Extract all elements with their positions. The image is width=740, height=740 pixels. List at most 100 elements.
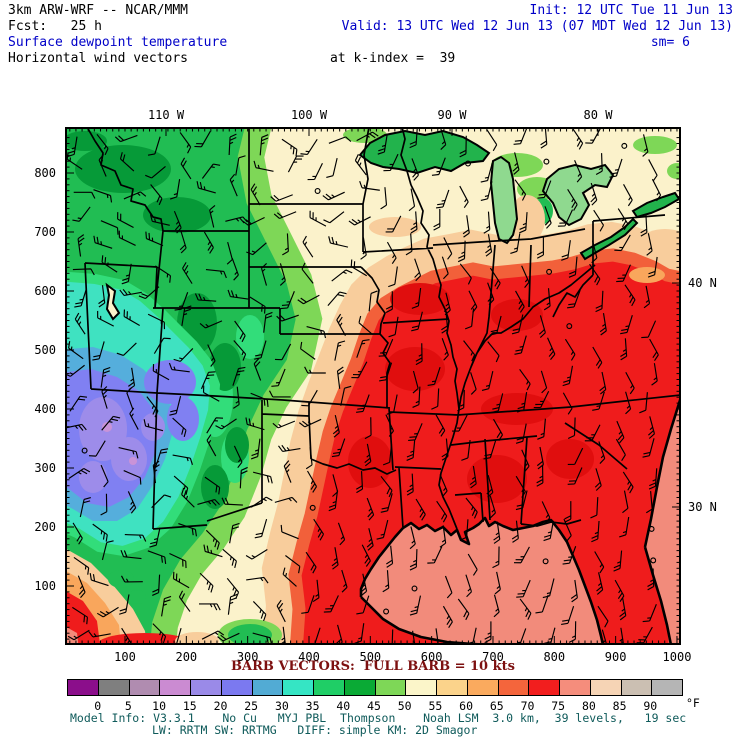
wind-barb [152, 460, 160, 484]
wind-barb [280, 524, 299, 540]
wind-barb [179, 230, 187, 254]
wind-barb [359, 180, 380, 191]
colorbar-segment [406, 680, 437, 695]
wind-barb [73, 556, 90, 575]
wind-barb [414, 258, 422, 282]
wind-barb [360, 237, 367, 260]
wind-barb [201, 630, 225, 640]
barb-legend: BARB VECTORS: FULL BARB = 10 kts [231, 659, 515, 674]
wind-barb [326, 158, 338, 178]
wind-barb [642, 604, 657, 623]
wind-barb [543, 627, 556, 645]
wind-barb [285, 555, 301, 574]
wind-barb [260, 263, 268, 286]
init-time: Init: 12 UTC Tue 11 Jun 13 [529, 3, 734, 18]
colorbar-tick-label: 20 [213, 699, 228, 713]
x-axis-tick-label: 900 [604, 650, 627, 664]
wind-barb [66, 152, 83, 170]
map-panel [65, 127, 681, 645]
wind-barb [72, 606, 89, 625]
wind-barb [382, 570, 390, 593]
wind-barb [323, 211, 345, 224]
wind-barb [145, 165, 166, 179]
wind-barb [591, 520, 600, 543]
wind-barb [197, 498, 220, 506]
colorbar-tick-label: 15 [182, 699, 197, 713]
wind-barb [514, 335, 527, 355]
wind-barb [152, 364, 170, 381]
wind-barb [492, 546, 500, 569]
wind-barb [228, 133, 237, 156]
wind-barb [250, 496, 273, 508]
colorbar-tick-label: 60 [459, 699, 474, 713]
wind-barb [540, 370, 548, 394]
wind-barb [408, 423, 423, 441]
wind-barb [336, 366, 345, 389]
wind-barb [385, 291, 393, 314]
wind-barb [119, 594, 130, 615]
wind-barb [278, 444, 301, 452]
wind-barb [562, 365, 574, 387]
wind-barb [282, 567, 297, 587]
wind-barb [332, 415, 340, 438]
wind-barb [590, 497, 599, 519]
wind-barb [215, 418, 237, 430]
wind-barb [205, 529, 220, 550]
colorbar-tick-label: 30 [274, 699, 289, 713]
wind-barb [364, 417, 372, 440]
wind-barb [595, 153, 603, 176]
wind-barb [147, 136, 161, 156]
x-axis-tick-label: 1000 [662, 650, 692, 664]
wind-barb [491, 393, 504, 413]
wind-barb [615, 438, 626, 461]
wind-barb [181, 487, 195, 508]
wind-barb [203, 231, 214, 254]
wind-barb [297, 294, 320, 305]
colorbar-segment [529, 680, 560, 695]
wind-barb [356, 394, 370, 413]
colorbar-segment [467, 680, 499, 695]
colorbar-tick-label: 65 [489, 699, 504, 713]
wind-barb [543, 288, 551, 311]
wind-barb [386, 241, 397, 264]
wind-barb [616, 264, 631, 283]
wind-barb [463, 340, 476, 362]
wind-barb [72, 268, 95, 276]
wind-barb [77, 575, 86, 599]
wind-barb [570, 579, 578, 603]
wind-barb [217, 632, 240, 642]
colorbar-segment [590, 680, 622, 695]
wind-barb [480, 181, 493, 201]
wind-barb [301, 262, 314, 284]
model-info-line1: Model Info: V3.3.1 No Cu MYJ PBL Thompso… [70, 711, 687, 725]
wind-barb [646, 233, 653, 256]
wind-barb [567, 188, 578, 211]
wind-barb [519, 598, 532, 620]
smoothing-label: sm= 6 [650, 35, 690, 50]
x-axis-tick-label: 400 [298, 650, 320, 664]
wind-barb [536, 464, 544, 487]
wind-barb [415, 343, 423, 366]
wind-barb [270, 194, 293, 202]
wind-barb [313, 518, 325, 541]
wind-barb [307, 470, 317, 493]
wind-barb [585, 127, 602, 144]
wind-barb [563, 518, 572, 542]
wind-barb [411, 311, 423, 332]
wind-barb [409, 127, 418, 149]
wind-barb [225, 216, 248, 224]
wind-barb [515, 475, 526, 498]
wind-barb [233, 340, 247, 361]
wind-barb [172, 571, 190, 589]
wind-barb [65, 423, 87, 431]
wind-barb [521, 265, 530, 289]
wind-barb [312, 579, 320, 603]
wind-barb [281, 138, 298, 157]
wind-barb [235, 155, 246, 176]
wind-barb [648, 416, 655, 439]
wind-barb [77, 234, 85, 257]
wind-barb [307, 162, 323, 181]
forecast-hour: Fcst: 25 h [8, 19, 102, 34]
level-label: at k-index = 39 [330, 51, 456, 66]
wind-barb [593, 209, 605, 232]
